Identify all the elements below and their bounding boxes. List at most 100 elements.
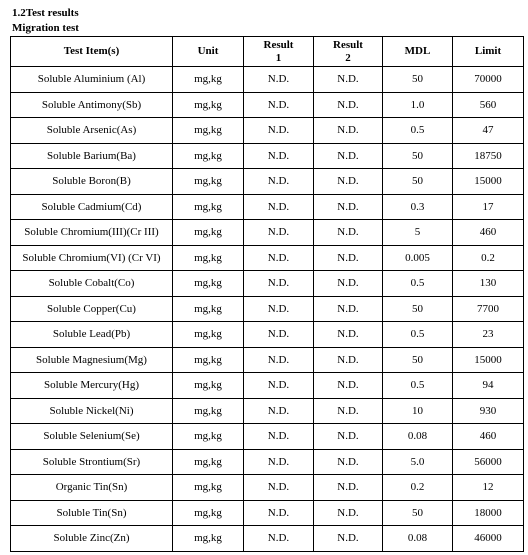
table-row: Soluble Cadmium(Cd) mg,kg N.D. N.D. 0.3 17: [10, 193, 524, 220]
table-row: Soluble Chromium(III)(Cr III) mg,kg N.D. N.…: [10, 219, 524, 246]
table-cell: N.D.: [243, 397, 314, 424]
table-cell: N.D.: [243, 423, 314, 450]
table-cell: mg,kg: [172, 219, 244, 246]
table-cell: 23: [452, 321, 524, 348]
table-cell: mg,kg: [172, 142, 244, 169]
header-cell: Result 1: [243, 36, 314, 67]
table-cell: 7700: [452, 295, 524, 322]
header-row: Test Item(s) Unit Result 1 Result 2 MDL Limit: [10, 36, 524, 67]
table-row: Soluble Boron(B) mg,kg N.D. N.D. 50 15000: [10, 168, 524, 195]
table-cell: N.D.: [243, 321, 314, 348]
table-row: Soluble Zinc(Zn) mg,kg N.D. N.D. 0.08 46000: [10, 525, 524, 552]
table-cell: 0.08: [382, 525, 453, 552]
table-cell: N.D.: [313, 219, 383, 246]
table-cell: mg,kg: [172, 91, 244, 118]
table-cell: 1.0: [382, 91, 453, 118]
table-cell: 50: [382, 346, 453, 373]
table-cell: Organic Tin(Sn): [10, 474, 173, 501]
table-cell: N.D.: [313, 346, 383, 373]
table-row: Soluble Aluminium (Al) mg,kg N.D. N.D. 50 700…: [10, 66, 524, 93]
table-cell: N.D.: [243, 295, 314, 322]
table-cell: Soluble Strontium(Sr): [10, 448, 173, 475]
table-cell: N.D.: [243, 270, 314, 297]
table-cell: mg,kg: [172, 168, 244, 195]
table-cell: 12: [452, 474, 524, 501]
table-cell: 460: [452, 423, 524, 450]
table-cell: Soluble Cadmium(Cd): [10, 193, 173, 220]
table-cell: Soluble Aluminium (Al): [10, 66, 173, 93]
table-cell: mg,kg: [172, 372, 244, 399]
table-cell: N.D.: [313, 499, 383, 526]
table-cell: Soluble Selenium(Se): [10, 423, 173, 450]
table-cell: N.D.: [243, 219, 314, 246]
table-cell: Soluble Boron(B): [10, 168, 173, 195]
table-cell: 17: [452, 193, 524, 220]
table-cell: 0.08: [382, 423, 453, 450]
table-cell: 50: [382, 142, 453, 169]
table-cell: N.D.: [313, 397, 383, 424]
table-row: Organic Tin(Sn) mg,kg N.D. N.D. 0.2 12: [10, 474, 524, 501]
table-row: Soluble Barium(Ba) mg,kg N.D. N.D. 50 18750: [10, 142, 524, 169]
table-cell: 94: [452, 372, 524, 399]
table-cell: 5: [382, 219, 453, 246]
table-cell: mg,kg: [172, 117, 244, 144]
table-cell: Soluble Chromium(VI) (Cr VI): [10, 244, 173, 271]
table-cell: N.D.: [313, 193, 383, 220]
table-cell: N.D.: [313, 295, 383, 322]
table-cell: 0.2: [452, 244, 524, 271]
table-cell: 0.2: [382, 474, 453, 501]
table-cell: Soluble Magnesium(Mg): [10, 346, 173, 373]
table-cell: N.D.: [313, 474, 383, 501]
table-row: Soluble Arsenic(As) mg,kg N.D. N.D. 0.5 47: [10, 117, 524, 144]
table-cell: mg,kg: [172, 525, 244, 552]
table-cell: mg,kg: [172, 295, 244, 322]
table-cell: mg,kg: [172, 193, 244, 220]
table-cell: N.D.: [313, 244, 383, 271]
table-cell: N.D.: [243, 346, 314, 373]
table-cell: 0.5: [382, 117, 453, 144]
table-cell: Soluble Nickel(Ni): [10, 397, 173, 424]
table-cell: N.D.: [243, 66, 314, 93]
table-row: Soluble Mercury(Hg) mg,kg N.D. N.D. 0.5 94: [10, 372, 524, 399]
table-cell: N.D.: [313, 66, 383, 93]
table-cell: Soluble Chromium(III)(Cr III): [10, 219, 173, 246]
table-cell: 0.5: [382, 321, 453, 348]
table-cell: mg,kg: [172, 448, 244, 475]
table-cell: N.D.: [243, 91, 314, 118]
subtitle: Migration test: [12, 22, 79, 34]
table-cell: mg,kg: [172, 474, 244, 501]
table-cell: N.D.: [243, 244, 314, 271]
table-cell: 50: [382, 295, 453, 322]
table-cell: N.D.: [313, 525, 383, 552]
header-cell: Test Item(s): [10, 36, 173, 67]
table-row: Soluble Copper(Cu) mg,kg N.D. N.D. 50 7700: [10, 295, 524, 322]
table-cell: 50: [382, 66, 453, 93]
table-cell: 56000: [452, 448, 524, 475]
table-cell: mg,kg: [172, 66, 244, 93]
table-cell: 50: [382, 168, 453, 195]
table-row: Soluble Strontium(Sr) mg,kg N.D. N.D. 5.0 560…: [10, 448, 524, 475]
header-cell: Limit: [452, 36, 524, 67]
table-row: Soluble Nickel(Ni) mg,kg N.D. N.D. 10 930: [10, 397, 524, 424]
table-cell: N.D.: [243, 372, 314, 399]
results-table: Test Item(s) Unit Result 1 Result 2 MDL Limit…: [10, 36, 524, 552]
table-cell: N.D.: [243, 474, 314, 501]
table-cell: N.D.: [243, 525, 314, 552]
table-row: Soluble Antimony(Sb) mg,kg N.D. N.D. 1.0 560: [10, 91, 524, 118]
table-cell: N.D.: [313, 448, 383, 475]
table-cell: Soluble Cobalt(Co): [10, 270, 173, 297]
table-cell: mg,kg: [172, 244, 244, 271]
table-cell: mg,kg: [172, 270, 244, 297]
header-cell: Result 2: [313, 36, 383, 67]
section-title: 1.2Test results: [12, 7, 79, 19]
header-cell: Unit: [172, 36, 244, 67]
table-cell: 70000: [452, 66, 524, 93]
table-cell: N.D.: [313, 91, 383, 118]
table-cell: N.D.: [313, 270, 383, 297]
table-cell: 10: [382, 397, 453, 424]
table-cell: N.D.: [313, 372, 383, 399]
table-cell: N.D.: [243, 168, 314, 195]
table-cell: 560: [452, 91, 524, 118]
table-cell: Soluble Lead(Pb): [10, 321, 173, 348]
table-cell: 46000: [452, 525, 524, 552]
